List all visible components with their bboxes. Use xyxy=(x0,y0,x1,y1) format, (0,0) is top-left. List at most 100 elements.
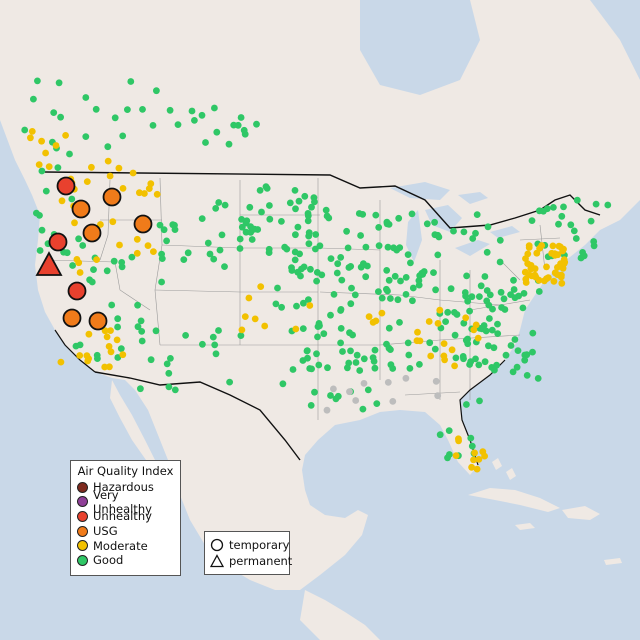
good-station xyxy=(134,301,142,309)
good-station xyxy=(283,245,291,253)
good-station xyxy=(147,356,155,364)
moderate-station xyxy=(292,325,300,333)
good-station xyxy=(221,263,228,270)
good-station xyxy=(295,197,303,205)
good-station xyxy=(513,363,521,371)
moderate-station xyxy=(106,363,113,371)
good-station xyxy=(521,356,529,364)
good-station xyxy=(311,388,318,396)
moderate-station xyxy=(365,313,373,320)
good-station xyxy=(343,227,350,235)
good-station xyxy=(304,212,312,220)
good-station xyxy=(452,354,460,362)
good-station xyxy=(163,237,171,245)
moderate-station xyxy=(434,320,442,327)
moderate-station xyxy=(119,351,127,359)
good-station xyxy=(310,194,318,202)
moderate-station xyxy=(116,241,123,249)
good-station xyxy=(30,95,37,103)
moderate-station xyxy=(479,448,487,456)
good-station xyxy=(330,291,338,298)
permanent-monitor xyxy=(35,251,63,276)
good-station xyxy=(451,331,459,339)
good-station xyxy=(301,192,309,200)
good-station xyxy=(55,79,63,87)
good-station xyxy=(288,267,296,274)
good-station xyxy=(33,209,40,217)
moderate-station xyxy=(306,302,314,309)
good-station xyxy=(134,323,142,331)
good-station xyxy=(426,339,434,347)
good-station xyxy=(305,240,313,248)
monitor-stations xyxy=(21,77,612,473)
moderate-station xyxy=(150,248,157,256)
good-station xyxy=(348,284,355,292)
good-station xyxy=(362,273,370,281)
good-station xyxy=(324,364,331,372)
good-station xyxy=(313,277,320,285)
moderate-station xyxy=(554,264,561,271)
good-station xyxy=(211,104,218,112)
good-station xyxy=(308,203,315,211)
good-station xyxy=(299,357,307,364)
good-station xyxy=(415,281,423,289)
good-station xyxy=(347,347,354,355)
good-station xyxy=(442,318,449,325)
good-station xyxy=(431,218,438,226)
good-station xyxy=(21,126,29,134)
good-station xyxy=(215,199,223,206)
good-station xyxy=(236,235,244,243)
moderate-station xyxy=(141,190,148,197)
good-station xyxy=(266,202,273,209)
good-swatch xyxy=(77,554,88,566)
good-station xyxy=(490,344,498,352)
moderate-station xyxy=(104,157,112,165)
temporary-monitor xyxy=(48,232,68,252)
moderate-station xyxy=(470,456,477,464)
good-station xyxy=(451,309,458,316)
good-station xyxy=(242,219,250,227)
good-station xyxy=(385,324,393,332)
legend-item-usg: USG xyxy=(77,524,174,539)
good-station xyxy=(391,272,399,280)
good-station xyxy=(305,296,312,303)
good-station xyxy=(293,302,300,310)
good-station xyxy=(519,304,527,312)
good-station xyxy=(604,201,612,209)
good-station xyxy=(466,307,473,315)
good-station xyxy=(256,187,264,194)
good-station xyxy=(138,328,146,335)
good-station xyxy=(323,212,331,220)
moderate-station xyxy=(103,333,111,341)
moderate-station xyxy=(558,271,565,279)
no-data-station xyxy=(432,377,440,385)
good-station xyxy=(327,392,334,399)
good-station xyxy=(344,244,352,252)
good-station xyxy=(313,350,320,358)
moderate-station xyxy=(470,326,478,334)
good-station xyxy=(444,308,452,316)
moderate-station xyxy=(462,314,470,322)
good-station xyxy=(434,251,442,259)
moderate-station xyxy=(448,346,456,354)
good-station xyxy=(580,252,588,260)
good-station xyxy=(408,210,416,218)
legend-item-temporary: temporary xyxy=(210,537,289,553)
good-station xyxy=(57,113,64,121)
good-station xyxy=(446,451,453,458)
good-station xyxy=(476,293,483,300)
good-station xyxy=(237,114,245,121)
moderate-station xyxy=(83,352,91,359)
moderate-station xyxy=(27,134,34,142)
good-station xyxy=(346,329,353,337)
good-station xyxy=(50,109,58,116)
moderate-station xyxy=(28,127,36,135)
good-station xyxy=(567,221,575,229)
good-station xyxy=(221,201,229,209)
good-station xyxy=(502,351,510,359)
good-station xyxy=(210,255,218,263)
moderate-station xyxy=(76,269,84,276)
good-station xyxy=(373,400,381,407)
good-station xyxy=(291,248,299,256)
good-station xyxy=(469,235,477,242)
